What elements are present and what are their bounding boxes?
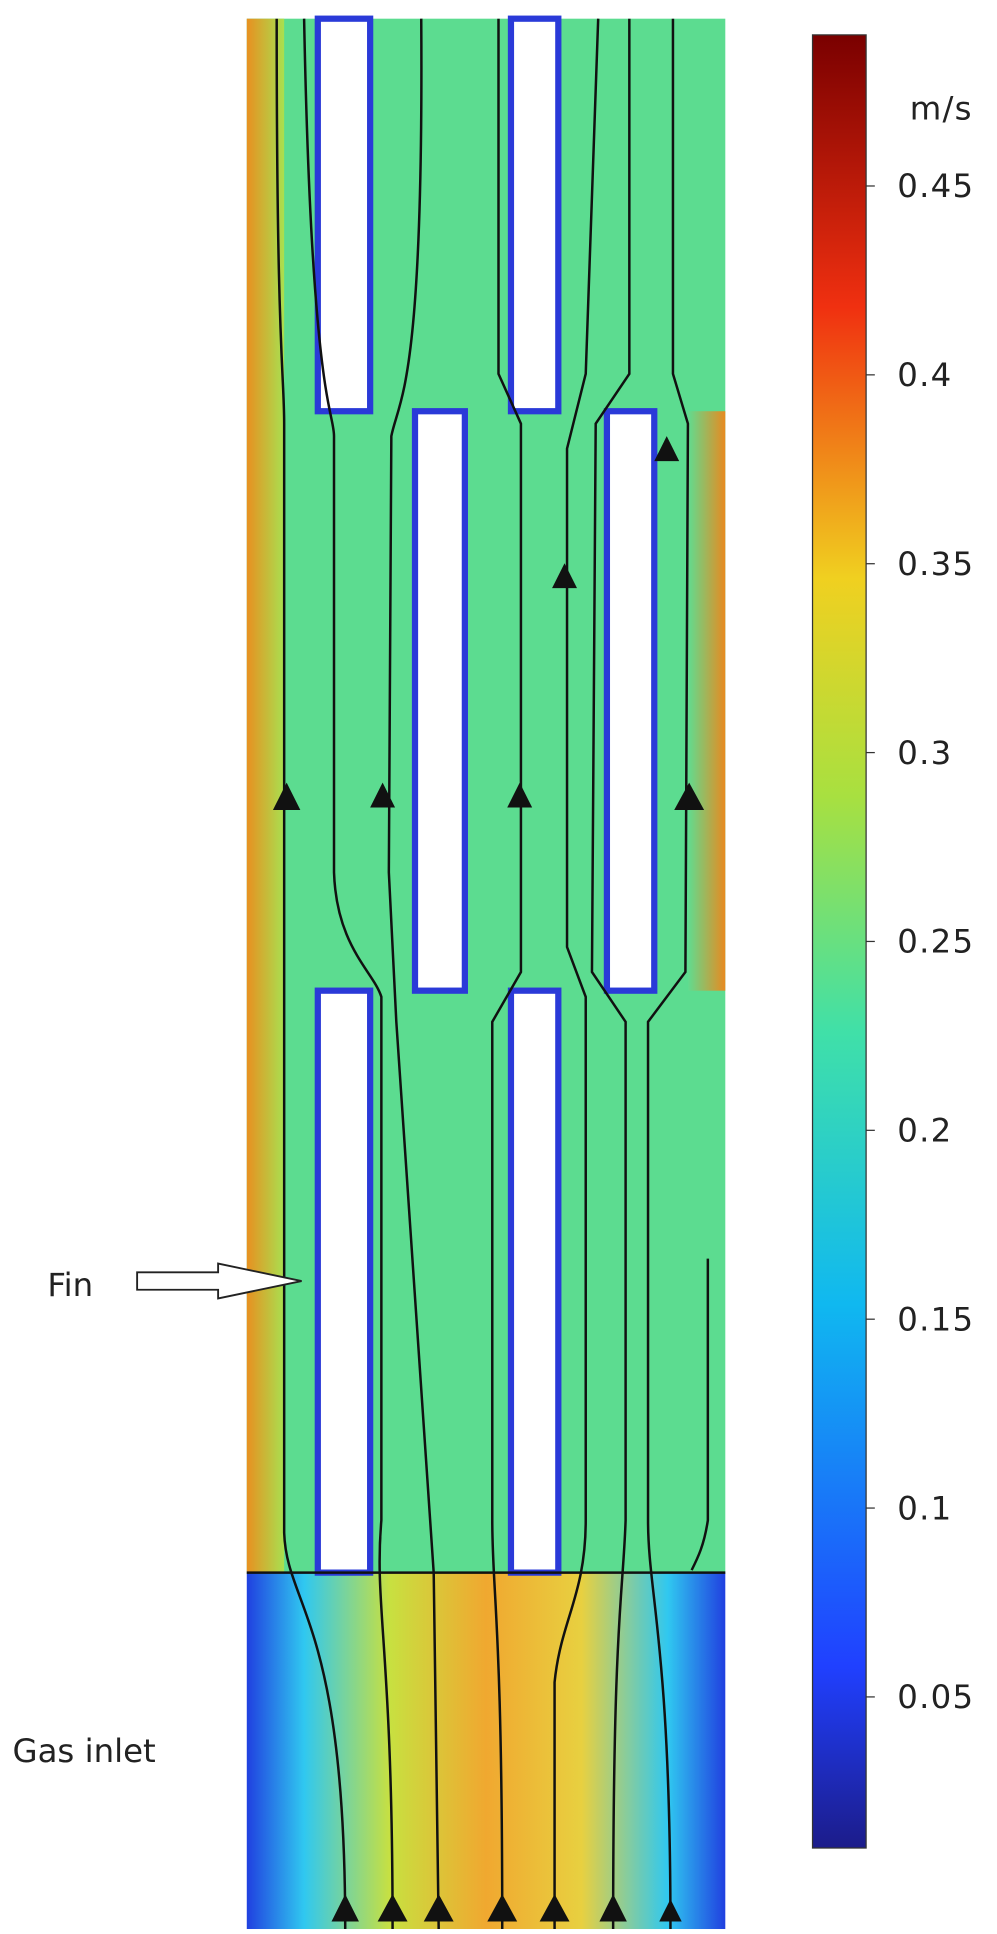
fin-label: Fin <box>47 1266 93 1304</box>
colorbar-tick-label: 0.25 <box>897 923 974 961</box>
colorbar-tick-label: 0.45 <box>897 167 974 205</box>
colorbar-tick-label: 0.2 <box>897 1112 952 1150</box>
colorbar-unit: m/s <box>910 90 973 128</box>
colorbar-tick-label: 0.05 <box>897 1678 974 1716</box>
flow-domain <box>246 15 726 1930</box>
colorbar-tick-label: 0.35 <box>897 545 974 583</box>
colorbar-tick-label: 0.3 <box>897 734 952 772</box>
fin-annotation: Fin <box>47 1262 302 1304</box>
colorbar-tick-label: 0.4 <box>897 356 952 394</box>
colorbar-tick-label: 0.1 <box>897 1489 952 1527</box>
colorbar <box>811 34 867 1849</box>
inlet-label: Gas inlet <box>13 1732 156 1770</box>
colorbar-tick-label: 0.15 <box>897 1300 974 1338</box>
